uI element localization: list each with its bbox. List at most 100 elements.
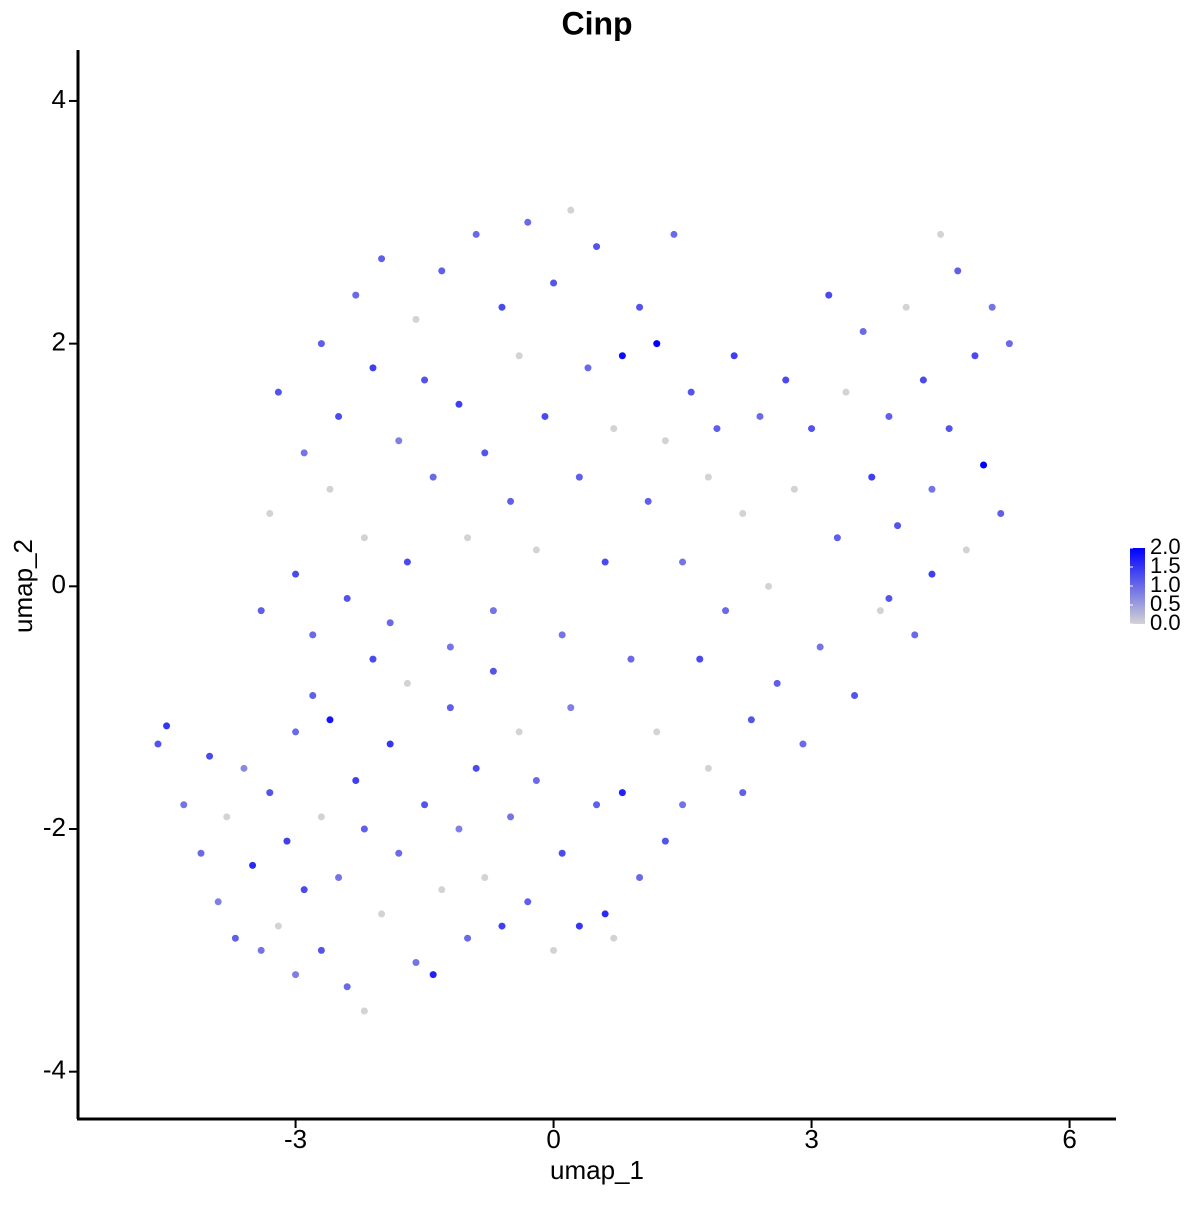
point — [722, 607, 730, 615]
colorbar — [1130, 548, 1145, 624]
point — [438, 267, 446, 275]
point — [773, 679, 781, 687]
point — [636, 303, 644, 311]
point — [653, 340, 661, 348]
point — [756, 412, 764, 420]
point — [369, 364, 377, 372]
point — [421, 376, 429, 384]
point — [326, 485, 334, 493]
point — [696, 655, 704, 663]
point — [670, 230, 678, 238]
point — [163, 722, 171, 730]
point — [464, 534, 472, 542]
point — [868, 473, 876, 481]
point — [687, 388, 695, 396]
point — [292, 570, 300, 578]
point — [352, 776, 360, 784]
point — [231, 934, 239, 942]
point — [988, 303, 996, 311]
point — [257, 946, 265, 954]
point — [575, 473, 583, 481]
point — [713, 425, 721, 433]
point — [730, 352, 738, 360]
point — [739, 510, 747, 518]
point — [378, 255, 386, 263]
point — [971, 352, 979, 360]
point — [851, 692, 859, 700]
point — [446, 704, 454, 712]
point — [274, 388, 282, 396]
colorbar-tick-label: 1.5 — [1150, 553, 1181, 578]
point — [317, 813, 325, 821]
point — [833, 534, 841, 542]
point — [980, 461, 988, 469]
y-tick-label: 2 — [52, 327, 66, 357]
point — [360, 534, 368, 542]
point — [515, 728, 523, 736]
point — [257, 607, 265, 615]
y-tick-label: 4 — [52, 84, 66, 114]
point — [481, 874, 489, 882]
point — [498, 303, 506, 311]
colorbar-tick-label: 2.0 — [1150, 534, 1181, 559]
point — [704, 473, 712, 481]
point — [593, 801, 601, 809]
point — [928, 570, 936, 578]
point — [360, 1007, 368, 1015]
point — [266, 789, 274, 797]
point — [360, 825, 368, 833]
point — [412, 315, 420, 323]
point — [292, 971, 300, 979]
point — [292, 728, 300, 736]
point — [593, 243, 601, 251]
point — [214, 898, 222, 906]
point — [937, 230, 945, 238]
point — [343, 594, 351, 602]
point — [403, 558, 411, 566]
point — [240, 764, 248, 772]
point — [309, 692, 317, 700]
point — [601, 558, 609, 566]
point — [919, 376, 927, 384]
point — [816, 643, 824, 651]
point — [300, 886, 308, 894]
point — [704, 764, 712, 772]
point — [610, 934, 618, 942]
point — [627, 655, 635, 663]
point — [472, 230, 480, 238]
point — [550, 279, 558, 287]
point — [782, 376, 790, 384]
point — [661, 437, 669, 445]
colorbar-tick-label: 0.5 — [1150, 591, 1181, 616]
colorbar-tick-label: 0.0 — [1150, 610, 1181, 635]
point — [455, 825, 463, 833]
point — [378, 910, 386, 918]
point — [532, 546, 540, 554]
y-tick-label: 0 — [52, 569, 66, 599]
point — [567, 206, 575, 214]
point — [386, 740, 394, 748]
point — [653, 728, 661, 736]
point — [446, 643, 454, 651]
y-tick-label: -2 — [43, 812, 66, 842]
point — [541, 412, 549, 420]
point — [894, 522, 902, 530]
point — [429, 473, 437, 481]
point — [799, 740, 807, 748]
point — [644, 497, 652, 505]
point — [343, 983, 351, 991]
x-tick-label: 0 — [546, 1124, 560, 1154]
point — [395, 437, 403, 445]
point — [507, 813, 515, 821]
point — [747, 716, 755, 724]
y-tick-label: -4 — [43, 1055, 66, 1085]
x-tick-label: -3 — [284, 1124, 307, 1154]
point — [618, 789, 626, 797]
point — [601, 910, 609, 918]
point — [438, 886, 446, 894]
point — [515, 352, 523, 360]
point — [498, 922, 506, 930]
point — [661, 837, 669, 845]
point — [197, 849, 205, 857]
point — [472, 764, 480, 772]
